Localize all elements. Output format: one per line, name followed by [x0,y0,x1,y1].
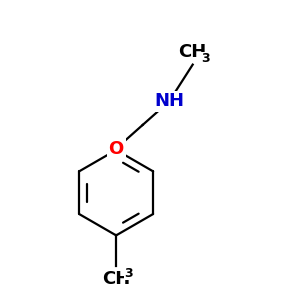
Text: NH: NH [154,92,184,110]
Text: 3: 3 [201,52,209,65]
Text: O: O [109,140,124,158]
Text: CH: CH [102,270,130,288]
Text: 3: 3 [124,267,133,280]
Text: CH: CH [178,43,207,61]
